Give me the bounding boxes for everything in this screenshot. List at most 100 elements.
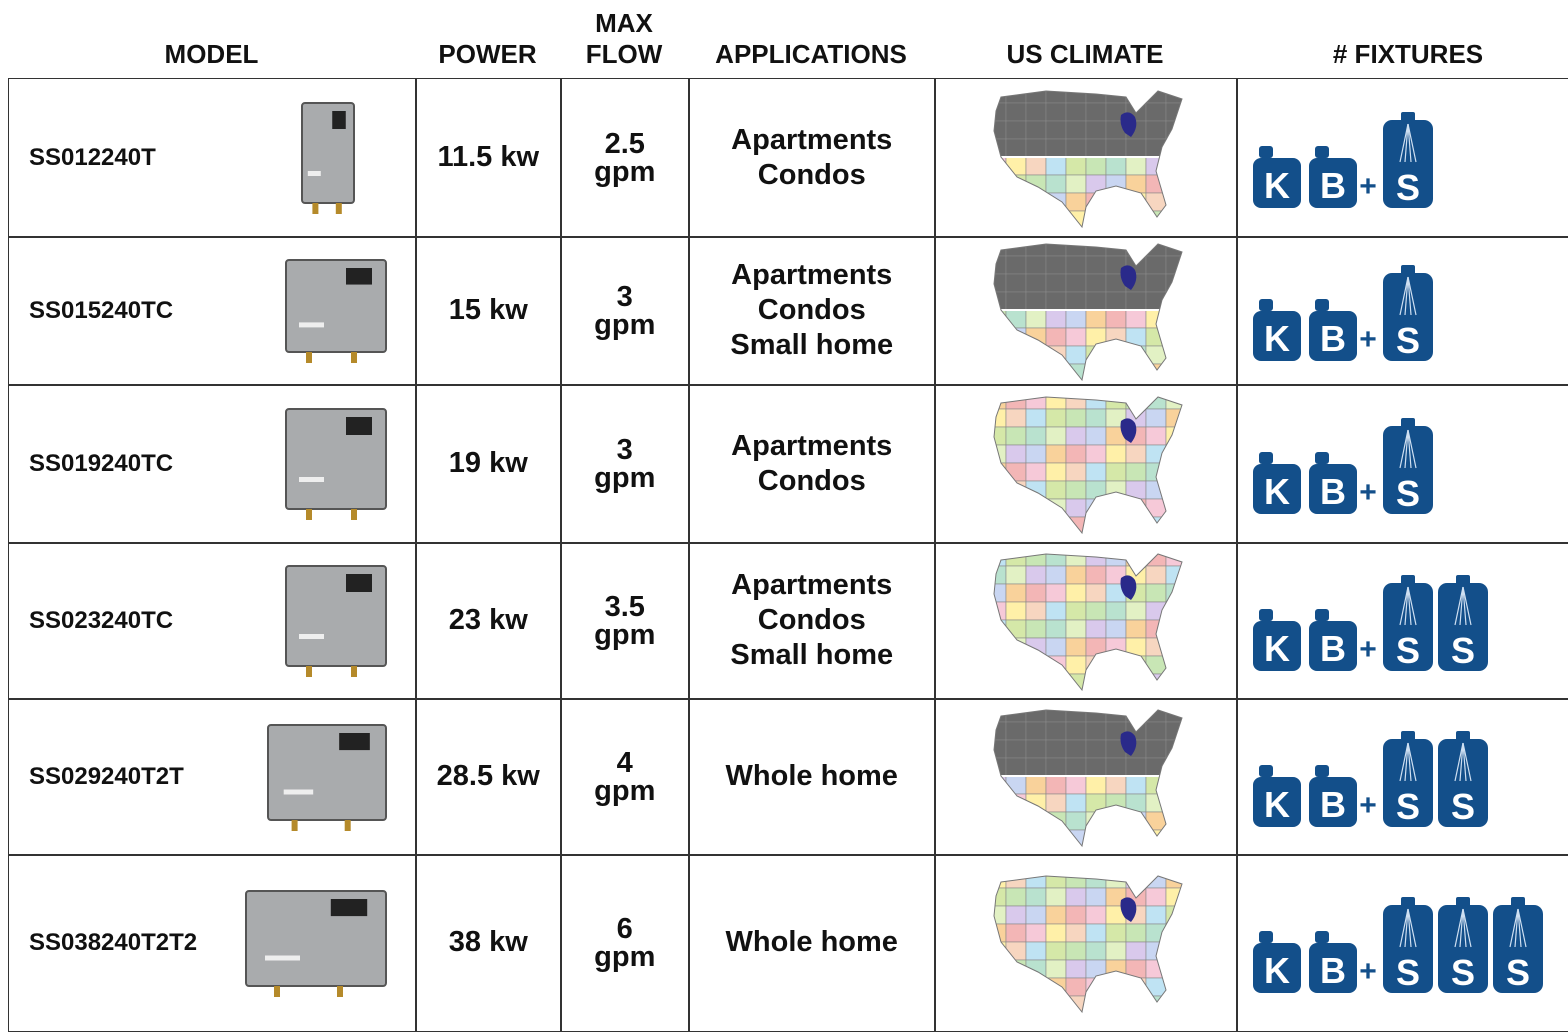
spray bbox=[1462, 586, 1467, 625]
fixture-label: K bbox=[1264, 784, 1290, 825]
map-state bbox=[1085, 156, 1107, 176]
model-cell: SS029240T2T bbox=[8, 698, 417, 856]
map-state bbox=[1165, 995, 1182, 1012]
map-state bbox=[1025, 553, 1047, 567]
map-state bbox=[1025, 444, 1047, 464]
map-state bbox=[1145, 565, 1167, 585]
map-state bbox=[1105, 345, 1127, 365]
map-state bbox=[993, 498, 1007, 518]
map-state bbox=[1025, 291, 1047, 311]
spray bbox=[1407, 276, 1417, 315]
heater-pipe bbox=[291, 819, 298, 831]
fixture-label: B bbox=[1320, 165, 1346, 206]
max-flow: gpm bbox=[594, 774, 656, 807]
map-state bbox=[1165, 480, 1182, 500]
spray bbox=[1459, 586, 1464, 625]
map-state bbox=[1045, 273, 1067, 293]
map-state bbox=[1045, 120, 1067, 140]
fixture-label: B bbox=[1320, 628, 1346, 669]
map-state bbox=[1005, 120, 1027, 140]
flow-cell: 3 gpm bbox=[560, 236, 690, 386]
application: Condos bbox=[757, 464, 866, 497]
spray bbox=[1407, 586, 1412, 625]
map-state bbox=[1145, 637, 1167, 657]
map-state bbox=[1025, 408, 1047, 428]
application: Whole home bbox=[725, 760, 898, 793]
map-state bbox=[1065, 739, 1087, 759]
map-state bbox=[993, 192, 1007, 212]
map-state bbox=[993, 875, 1007, 889]
header-line: MODEL bbox=[164, 39, 259, 69]
map-state bbox=[1165, 291, 1182, 311]
max-flow: 3 bbox=[616, 433, 633, 466]
map-state bbox=[1065, 941, 1087, 961]
applications-cell: Apartments Condos Small home bbox=[688, 236, 936, 386]
map-state bbox=[1165, 619, 1182, 639]
map-state bbox=[1065, 120, 1087, 140]
map-state bbox=[1065, 637, 1087, 657]
map-state bbox=[1125, 941, 1147, 961]
map-state bbox=[993, 757, 1007, 777]
heater-badge bbox=[298, 634, 324, 639]
jug-handle bbox=[1259, 608, 1273, 621]
fixture-icons: K B + S bbox=[1253, 111, 1433, 208]
heater-pipe bbox=[350, 509, 357, 520]
flow-cell: 3.5 gpm bbox=[560, 542, 690, 700]
map-state bbox=[1065, 553, 1087, 567]
map-state bbox=[1065, 959, 1087, 979]
map-state bbox=[1145, 102, 1167, 122]
fixture-label: B bbox=[1320, 950, 1346, 991]
map-state bbox=[1165, 345, 1182, 365]
bottle-cap bbox=[1401, 111, 1415, 122]
heater-image bbox=[284, 408, 387, 520]
map-state bbox=[1085, 793, 1107, 813]
map-state bbox=[1045, 655, 1067, 675]
map-state bbox=[1045, 905, 1067, 925]
power-cell: 23 kw bbox=[415, 542, 562, 700]
map-state bbox=[1165, 138, 1182, 158]
bottle bbox=[1383, 582, 1433, 671]
map-state bbox=[1045, 363, 1067, 380]
map-state bbox=[993, 811, 1007, 831]
bottle-cap bbox=[1401, 896, 1415, 907]
map-state bbox=[1005, 156, 1027, 176]
spray bbox=[1404, 742, 1409, 781]
applications-cell: Apartments Condos bbox=[688, 384, 936, 544]
map-state bbox=[1165, 516, 1182, 533]
map-state bbox=[1065, 721, 1087, 741]
map-state bbox=[1025, 583, 1047, 603]
map-state bbox=[1005, 793, 1027, 813]
map-outline bbox=[993, 90, 1183, 228]
map-state bbox=[1145, 480, 1167, 500]
fixture-label: B bbox=[1320, 784, 1346, 825]
map-state bbox=[1005, 739, 1027, 759]
heater-display bbox=[345, 268, 372, 285]
max-flow: 3 bbox=[616, 280, 633, 313]
map-state bbox=[1025, 875, 1047, 889]
heater-badge bbox=[283, 789, 313, 794]
map-state bbox=[1165, 959, 1182, 979]
map-state bbox=[1085, 829, 1107, 846]
map-state bbox=[1025, 565, 1047, 585]
jug-handle bbox=[1259, 451, 1273, 464]
applications-cell: Whole home bbox=[688, 854, 936, 1032]
map-state bbox=[1025, 120, 1047, 140]
map-state bbox=[1105, 977, 1127, 997]
max-flow: 2.5 bbox=[604, 127, 645, 160]
jug-handle bbox=[1315, 451, 1329, 464]
map-state bbox=[1005, 426, 1027, 446]
bottle bbox=[1383, 425, 1433, 514]
jug-handle bbox=[1315, 608, 1329, 621]
map-state bbox=[1085, 923, 1107, 943]
map-state bbox=[1105, 516, 1127, 533]
map-state bbox=[1045, 480, 1067, 500]
max-flow: gpm bbox=[594, 618, 656, 651]
map-state bbox=[1065, 811, 1087, 831]
heater-pipe bbox=[335, 203, 342, 214]
us-map bbox=[993, 396, 1183, 534]
map-state bbox=[1085, 673, 1107, 690]
map-state bbox=[1065, 174, 1087, 194]
heater-pipe bbox=[305, 666, 312, 677]
model-name: SS015240TC bbox=[29, 297, 174, 325]
heater-display bbox=[338, 732, 370, 750]
